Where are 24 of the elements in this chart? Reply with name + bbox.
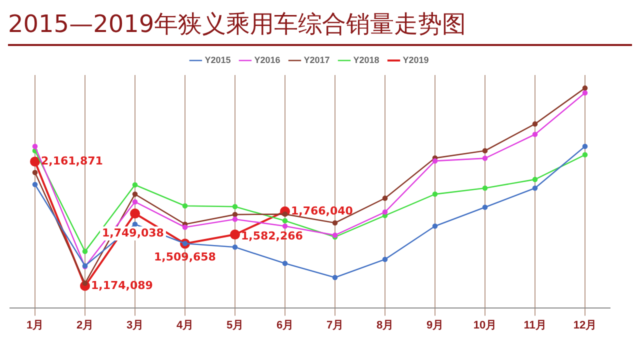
x-tick-label: 9月 (426, 319, 444, 332)
data-label: 1,509,658 (154, 250, 216, 264)
x-tick-label: 12月 (573, 319, 597, 332)
data-label: 1,582,266 (241, 229, 304, 242)
legend-label: Y2017 (304, 54, 330, 65)
x-tick-label: 3月 (126, 319, 144, 332)
chart-title: 2015—2019年狭义乘用车综合销量走势图 (8, 0, 632, 46)
data-label: 1,174,089 (91, 278, 153, 292)
data-label: 1,749,038 (102, 226, 164, 240)
x-tick-label: 6月 (276, 319, 294, 332)
x-tick-label: 4月 (176, 319, 194, 332)
x-tick-label: 5月 (226, 319, 244, 332)
x-tick-label: 2月 (76, 319, 94, 332)
x-tick-label: 10月 (473, 319, 497, 332)
x-tick-label: 8月 (376, 319, 394, 332)
x-tick-label: 7月 (326, 319, 344, 332)
legend-label: Y2018 (353, 54, 380, 65)
legend-label: Y2015 (204, 54, 231, 65)
data-label: 2,161,871 (41, 154, 103, 168)
legend-label: Y2019 (402, 54, 429, 65)
legend-label: Y2016 (254, 54, 280, 65)
data-label: 1,766,040 (291, 204, 354, 218)
x-tick-label: 1月 (26, 319, 44, 332)
x-tick-label: 11月 (524, 319, 546, 332)
